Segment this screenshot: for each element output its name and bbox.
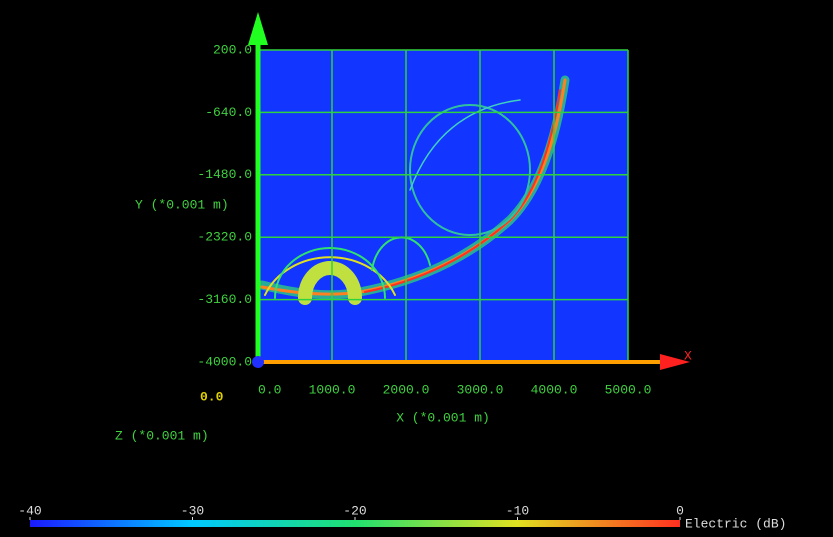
x-tick-label: 1000.0 <box>309 382 356 397</box>
chart: X X (*0.001 m) Y (*0.001 m) Z (*0.001 m)… <box>0 0 833 537</box>
colorbar-tick-label: 0 <box>676 503 684 518</box>
colorbar-tick-label: -20 <box>343 503 366 518</box>
y-arrow <box>248 12 268 45</box>
x-tick-label: 4000.0 <box>531 382 578 397</box>
x-tick-label: 5000.0 <box>605 382 652 397</box>
y-tick-label: -640.0 <box>205 105 252 120</box>
colorbar-tick-label: -10 <box>506 503 529 518</box>
y-tick-label: 200.0 <box>213 42 252 57</box>
colorbar-label: Electric (dB) <box>685 516 786 531</box>
plot-area <box>258 50 628 362</box>
x-axis-label: X (*0.001 m) <box>396 410 490 425</box>
y-axis-label: Y (*0.001 m) <box>135 197 229 212</box>
x-tick-label: 0.0 <box>258 382 281 397</box>
y-tick-label: -4000.0 <box>197 354 252 369</box>
x-tick-label: 3000.0 <box>457 382 504 397</box>
origin <box>252 356 264 368</box>
z-tick-label: 0.0 <box>200 389 224 404</box>
x-axis-letter: X <box>684 348 692 363</box>
y-tick-label: -1480.0 <box>197 167 252 182</box>
colorbar-tick-label: -30 <box>181 503 204 518</box>
colorbar <box>30 520 680 527</box>
y-tick-label: -3160.0 <box>197 292 252 307</box>
colorbar-tick-label: -40 <box>18 503 41 518</box>
x-tick-label: 2000.0 <box>383 382 430 397</box>
z-axis-label: Z (*0.001 m) <box>115 428 209 443</box>
y-tick-label: -2320.0 <box>197 230 252 245</box>
